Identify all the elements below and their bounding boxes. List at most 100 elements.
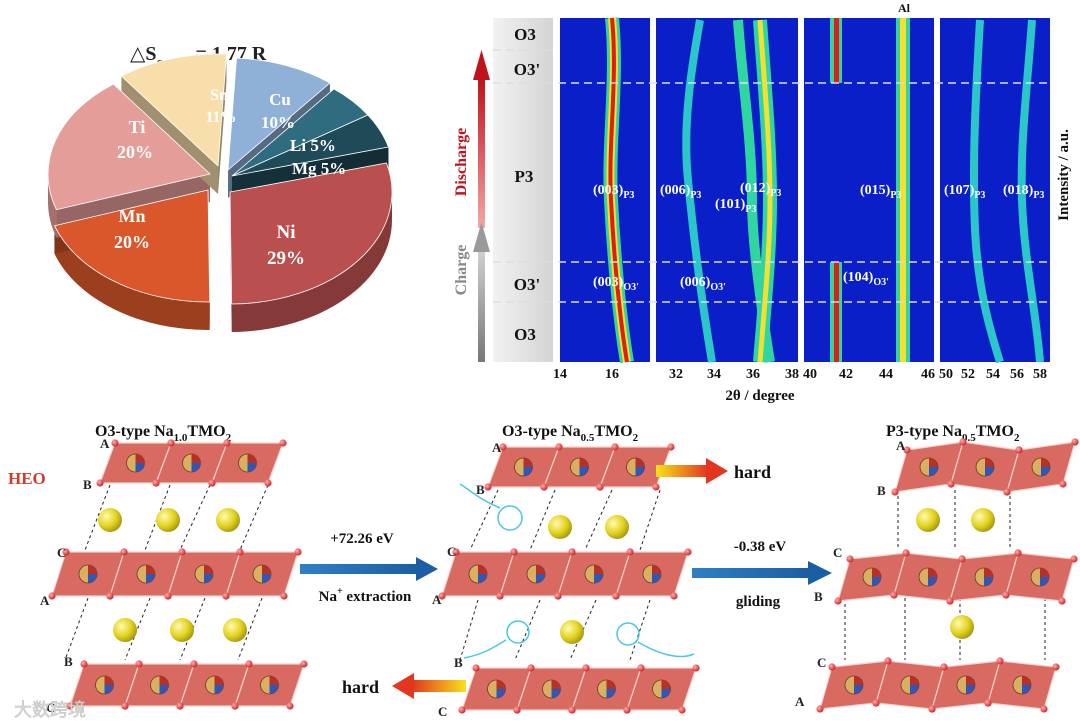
l1-o-2-1 bbox=[279, 439, 287, 447]
stack-right-b1: B bbox=[877, 483, 886, 498]
pie-side-sn bbox=[218, 54, 227, 195]
m1-o-2-2 bbox=[652, 483, 660, 491]
r2-tm-r-0 bbox=[872, 568, 881, 577]
m1-o-2-1 bbox=[667, 443, 675, 451]
l3-tm-q-0 bbox=[104, 685, 114, 694]
stack-right-a2: A bbox=[795, 694, 805, 709]
m1-o-2-0 bbox=[611, 443, 619, 451]
stack-right-b-mid: B bbox=[814, 589, 823, 604]
peak-006-p3: (006)P3 bbox=[660, 183, 701, 201]
r2-na-0 bbox=[950, 615, 974, 639]
structure-p3-na05 bbox=[816, 438, 1079, 713]
l2-tm-q-1 bbox=[146, 574, 155, 583]
watermark: 大数跨境 bbox=[14, 700, 86, 721]
stack-left-c1: C bbox=[57, 545, 66, 560]
arrow-extraction: +72.26 eV Na+ extraction bbox=[300, 531, 438, 605]
m3-o-3-3 bbox=[623, 706, 631, 714]
l2-tm-r-3 bbox=[262, 565, 271, 574]
m3-tm-q-3 bbox=[661, 689, 671, 698]
r1-o-2-2 bbox=[1059, 480, 1067, 488]
structure-titles: O3-type Na1.0TMO2 O3-type Na0.5TMO2 P3-t… bbox=[95, 423, 1020, 444]
stack-mid-b1: B bbox=[476, 482, 485, 497]
pie-chart: △Sconfig = 1.77 R Ti 20% Sn 11% Cu 10% L… bbox=[47, 43, 393, 332]
r1-o-2-1 bbox=[1071, 438, 1079, 446]
bond-dash bbox=[237, 597, 263, 661]
l3-o-3-2 bbox=[286, 702, 294, 710]
arrow2-energy: -0.38 eV bbox=[734, 539, 787, 555]
tick-52: 52 bbox=[961, 367, 975, 382]
pie-slice-mg bbox=[231, 114, 390, 177]
l2-tm-q-2 bbox=[204, 574, 213, 583]
m2-o-0-3 bbox=[438, 592, 446, 600]
l3-tm-r-1 bbox=[159, 676, 169, 685]
bond-dash bbox=[459, 599, 479, 661]
xrd-ylabel: Intensity / a.u. bbox=[1056, 129, 1072, 221]
m2-o-0-0 bbox=[452, 548, 460, 556]
stack-right-c1: C bbox=[833, 545, 842, 560]
pie-label-ti-pct: 20% bbox=[117, 142, 153, 162]
r2-tm-q-1 bbox=[928, 577, 937, 586]
pie-wall-ni bbox=[231, 192, 392, 332]
structure-title-3: P3-type Na0.5TMO2 bbox=[886, 423, 1020, 444]
tick-42: 42 bbox=[839, 367, 853, 382]
m3-tm-q-0 bbox=[496, 689, 506, 698]
xrd-contour-figure: Discharge Charge O3 O3' P3 O3' O3 bbox=[453, 1, 1072, 404]
m1-o-1-3 bbox=[540, 483, 548, 491]
tick-14: 14 bbox=[553, 367, 567, 382]
r3-o-2-3 bbox=[928, 705, 936, 713]
peak-012-p3: (012)P3 bbox=[740, 181, 781, 199]
stack-right-a1: A bbox=[896, 438, 906, 453]
l2-na-2 bbox=[223, 618, 247, 642]
l1-tm-q-1 bbox=[191, 463, 201, 472]
stack-left-b2: B bbox=[64, 654, 73, 669]
arrow1-process: Na+ extraction bbox=[319, 586, 412, 605]
hard-arrow-top: hard bbox=[656, 458, 771, 484]
heo-label: HEO bbox=[8, 469, 46, 488]
m1-o-1-0 bbox=[555, 443, 563, 451]
pie-label-cu-pct: 10% bbox=[261, 113, 295, 132]
stack-left-a1: A bbox=[100, 436, 110, 451]
l1-na-2 bbox=[216, 508, 240, 532]
tick-40: 40 bbox=[803, 367, 817, 382]
m1-o-0-3 bbox=[484, 483, 492, 491]
pie-slice-sn bbox=[120, 53, 227, 167]
r1-tm-r-0 bbox=[929, 458, 938, 467]
r2-o-2-3 bbox=[946, 597, 954, 605]
m3-tm-q-1 bbox=[551, 689, 561, 698]
m3-tm-r-3 bbox=[661, 680, 671, 689]
l3-o-3-0 bbox=[245, 660, 253, 668]
tick-16: 16 bbox=[605, 367, 619, 382]
peak-104-o3: (104)O3' bbox=[843, 270, 889, 288]
l3-tm-r-0 bbox=[104, 676, 114, 685]
stack-mid-c2: C bbox=[438, 704, 447, 719]
bond-dash bbox=[179, 484, 211, 551]
peak-018-p3: (018)P3 bbox=[1003, 183, 1044, 201]
m2-o-3-1 bbox=[684, 548, 692, 556]
tick-58: 58 bbox=[1033, 367, 1047, 382]
peak-006-o3: (006)O3' bbox=[680, 275, 726, 293]
r3-tm-r-2 bbox=[966, 676, 975, 685]
pie-slice-cu bbox=[227, 57, 331, 171]
r2-o-2-0 bbox=[958, 555, 966, 563]
bond-dash bbox=[179, 597, 206, 661]
stack-right-c2: C bbox=[817, 655, 826, 670]
m2-tm-r-3 bbox=[652, 565, 661, 574]
l2-tm-q-0 bbox=[88, 574, 97, 583]
bond-dash bbox=[64, 597, 89, 661]
l3-tm-q-1 bbox=[159, 685, 169, 694]
pie-label-ni-name: Ni bbox=[277, 222, 296, 243]
r3-tm-q-2 bbox=[966, 685, 975, 694]
r2-tm-r-3 bbox=[1040, 568, 1049, 577]
bond-dash bbox=[239, 484, 269, 551]
m2-na-0 bbox=[560, 620, 584, 644]
charge-arrow bbox=[473, 222, 490, 362]
stacking-letters-right: A B C C A bbox=[795, 438, 906, 709]
l3-tm-r-2 bbox=[214, 676, 224, 685]
m2-tm-r-1 bbox=[536, 565, 545, 574]
xrd-x-ticks: 14 16 32 34 36 38 40 42 44 46 50 52 54 5… bbox=[553, 367, 1047, 382]
l2-o-3-0 bbox=[236, 548, 244, 556]
bond-dash bbox=[639, 489, 661, 551]
r2-o-0-0 bbox=[846, 555, 854, 563]
pie-label-mn-pct: 20% bbox=[114, 232, 150, 252]
bond-dash bbox=[514, 599, 541, 661]
